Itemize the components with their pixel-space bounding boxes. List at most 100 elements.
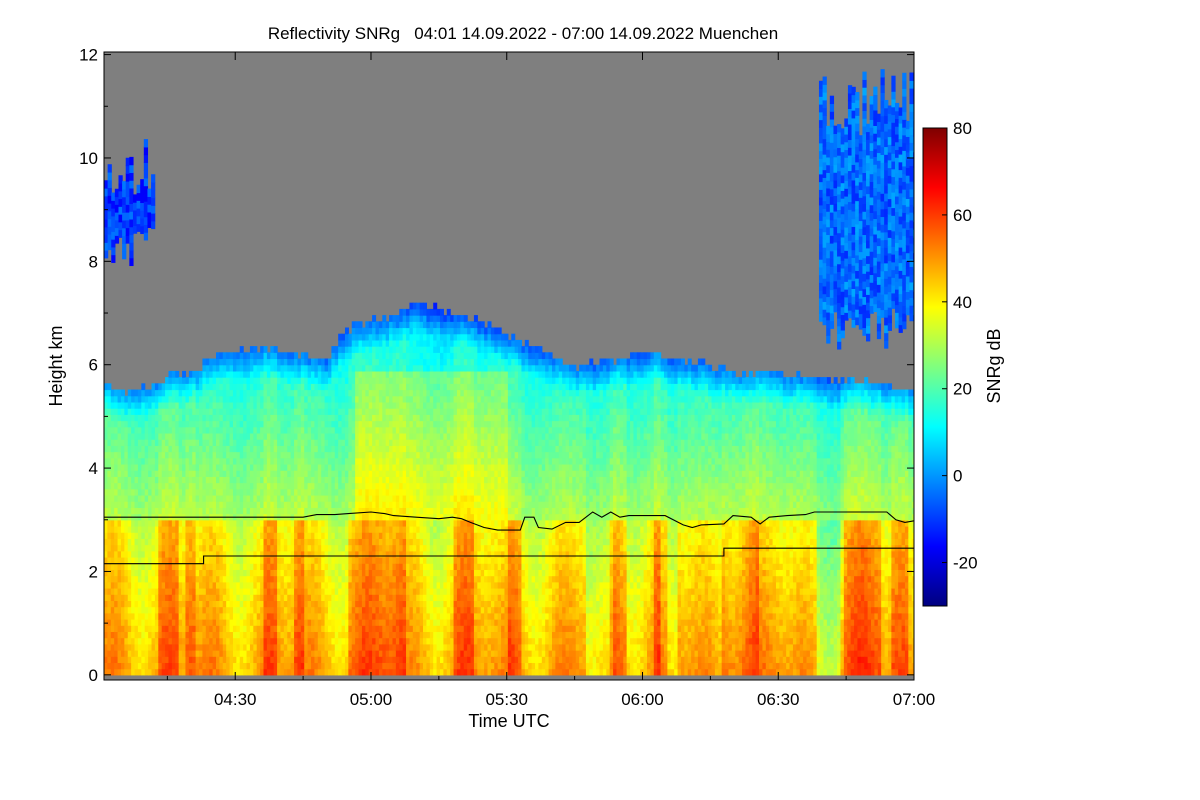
field-cell xyxy=(385,383,390,391)
field-cell xyxy=(412,370,417,378)
field-cell xyxy=(209,594,214,601)
field-cell xyxy=(358,401,363,409)
field-cell xyxy=(253,532,258,539)
field-cell xyxy=(344,333,349,341)
field-cell xyxy=(344,569,349,577)
field-cell xyxy=(222,420,227,428)
field-cell xyxy=(219,426,224,434)
field-cell xyxy=(327,581,332,589)
field-cell xyxy=(389,315,394,322)
field-cell xyxy=(199,457,204,465)
field-cell xyxy=(277,426,282,434)
field-cell xyxy=(368,525,373,533)
field-cell xyxy=(277,532,282,539)
field-cell xyxy=(110,426,115,434)
field-cell xyxy=(409,389,414,397)
field-cell xyxy=(297,476,302,484)
field-cell xyxy=(266,606,271,614)
field-cell xyxy=(327,408,332,415)
field-cell xyxy=(270,408,275,415)
field-cell xyxy=(338,401,343,409)
field-cell xyxy=(368,538,373,546)
field-cell xyxy=(344,445,349,453)
field-cell xyxy=(423,463,428,471)
field-cell xyxy=(104,519,108,527)
field-cell xyxy=(243,662,248,670)
field-cell xyxy=(409,532,414,539)
field-cell xyxy=(287,395,292,403)
field-cell xyxy=(399,494,404,502)
field-cell xyxy=(161,563,166,570)
field-cell xyxy=(334,463,339,471)
field-cell xyxy=(154,476,159,484)
field-cell xyxy=(304,482,309,490)
field-cell xyxy=(368,420,373,428)
field-cell xyxy=(273,544,278,552)
field-cell xyxy=(355,656,360,664)
field-cell xyxy=(154,494,159,502)
field-cell xyxy=(249,662,254,670)
field-cell xyxy=(195,662,200,670)
field-cell xyxy=(409,575,414,583)
field-cell xyxy=(372,389,377,397)
field-cell xyxy=(423,619,428,626)
field-cell xyxy=(277,600,282,608)
field-cell xyxy=(232,594,237,601)
field-cell xyxy=(368,494,373,502)
field-cell xyxy=(294,439,299,446)
field-cell xyxy=(131,401,136,409)
field-cell xyxy=(395,426,400,434)
field-cell xyxy=(192,575,197,583)
field-cell xyxy=(192,650,197,657)
field-cell xyxy=(348,389,353,397)
field-cell xyxy=(382,637,387,645)
field-cell xyxy=(280,525,285,533)
field-cell xyxy=(406,364,411,372)
field-cell xyxy=(324,439,329,446)
field-cell xyxy=(260,457,265,465)
field-cell xyxy=(338,408,343,415)
field-cell xyxy=(110,544,115,552)
field-cell xyxy=(202,594,207,601)
field-cell xyxy=(120,563,125,570)
field-cell xyxy=(382,581,387,589)
field-cell xyxy=(290,439,295,446)
field-cell xyxy=(402,352,407,360)
field-cell xyxy=(253,550,258,558)
field-cell xyxy=(324,594,329,601)
field-cell xyxy=(131,668,136,676)
field-cell xyxy=(338,358,343,366)
field-cell xyxy=(171,538,176,546)
field-cell xyxy=(283,538,288,546)
field-cell xyxy=(314,457,319,465)
field-cell xyxy=(256,637,261,645)
field-cell xyxy=(188,501,193,508)
field-cell xyxy=(307,420,312,428)
field-cell xyxy=(270,544,275,552)
field-cell xyxy=(273,637,278,645)
field-cell xyxy=(270,470,275,477)
field-cell xyxy=(311,482,316,490)
field-cell xyxy=(423,575,428,583)
field-cell xyxy=(154,482,159,490)
field-cell xyxy=(378,656,383,664)
field-cell xyxy=(348,556,353,564)
field-cell xyxy=(341,414,346,422)
field-cell xyxy=(277,612,282,620)
field-cell xyxy=(419,662,424,670)
field-cell xyxy=(175,389,180,397)
field-cell xyxy=(243,470,248,477)
field-cell xyxy=(389,612,394,620)
field-cell xyxy=(395,594,400,601)
field-cell xyxy=(287,364,292,372)
field-cell xyxy=(182,532,187,539)
field-cell xyxy=(253,594,258,601)
field-cell xyxy=(358,457,363,465)
field-cell xyxy=(423,482,428,490)
field-cell xyxy=(382,426,387,434)
field-cell xyxy=(297,414,302,422)
field-cell xyxy=(412,327,417,335)
field-cell xyxy=(120,432,125,440)
field-cell xyxy=(158,588,163,595)
field-cell xyxy=(256,575,261,583)
